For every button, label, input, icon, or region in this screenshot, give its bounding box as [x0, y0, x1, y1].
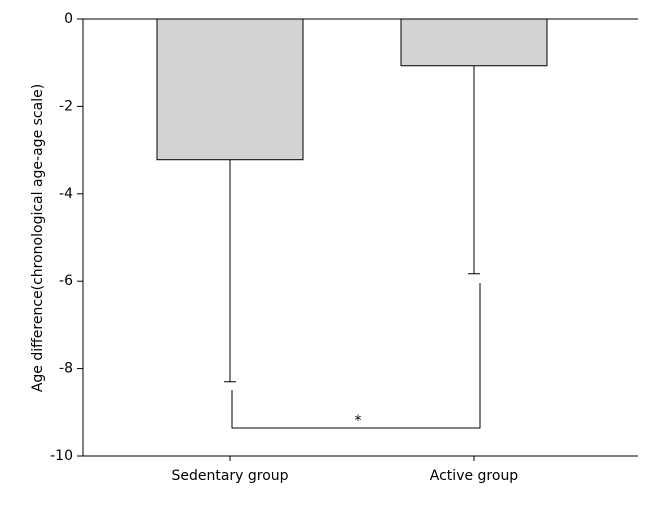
bar: [400, 18, 548, 67]
y-tick-label: 0: [64, 11, 73, 27]
y-tick-label: -6: [59, 273, 73, 289]
y-axis-label: Age difference(chronological age-age sca…: [30, 84, 46, 392]
significance-bracket: [231, 283, 481, 429]
y-tick-label: -4: [59, 186, 73, 202]
significance-marker: *: [355, 413, 362, 429]
y-tick-label: -10: [50, 448, 73, 464]
error-bar: [468, 65, 480, 275]
x-tick-label: Sedentary group: [171, 468, 288, 484]
y-tick-label: -8: [59, 361, 73, 377]
error-bar: [224, 159, 236, 383]
x-tick-label: Active group: [430, 468, 519, 484]
bar: [156, 18, 304, 161]
y-tick-label: -2: [59, 98, 73, 114]
